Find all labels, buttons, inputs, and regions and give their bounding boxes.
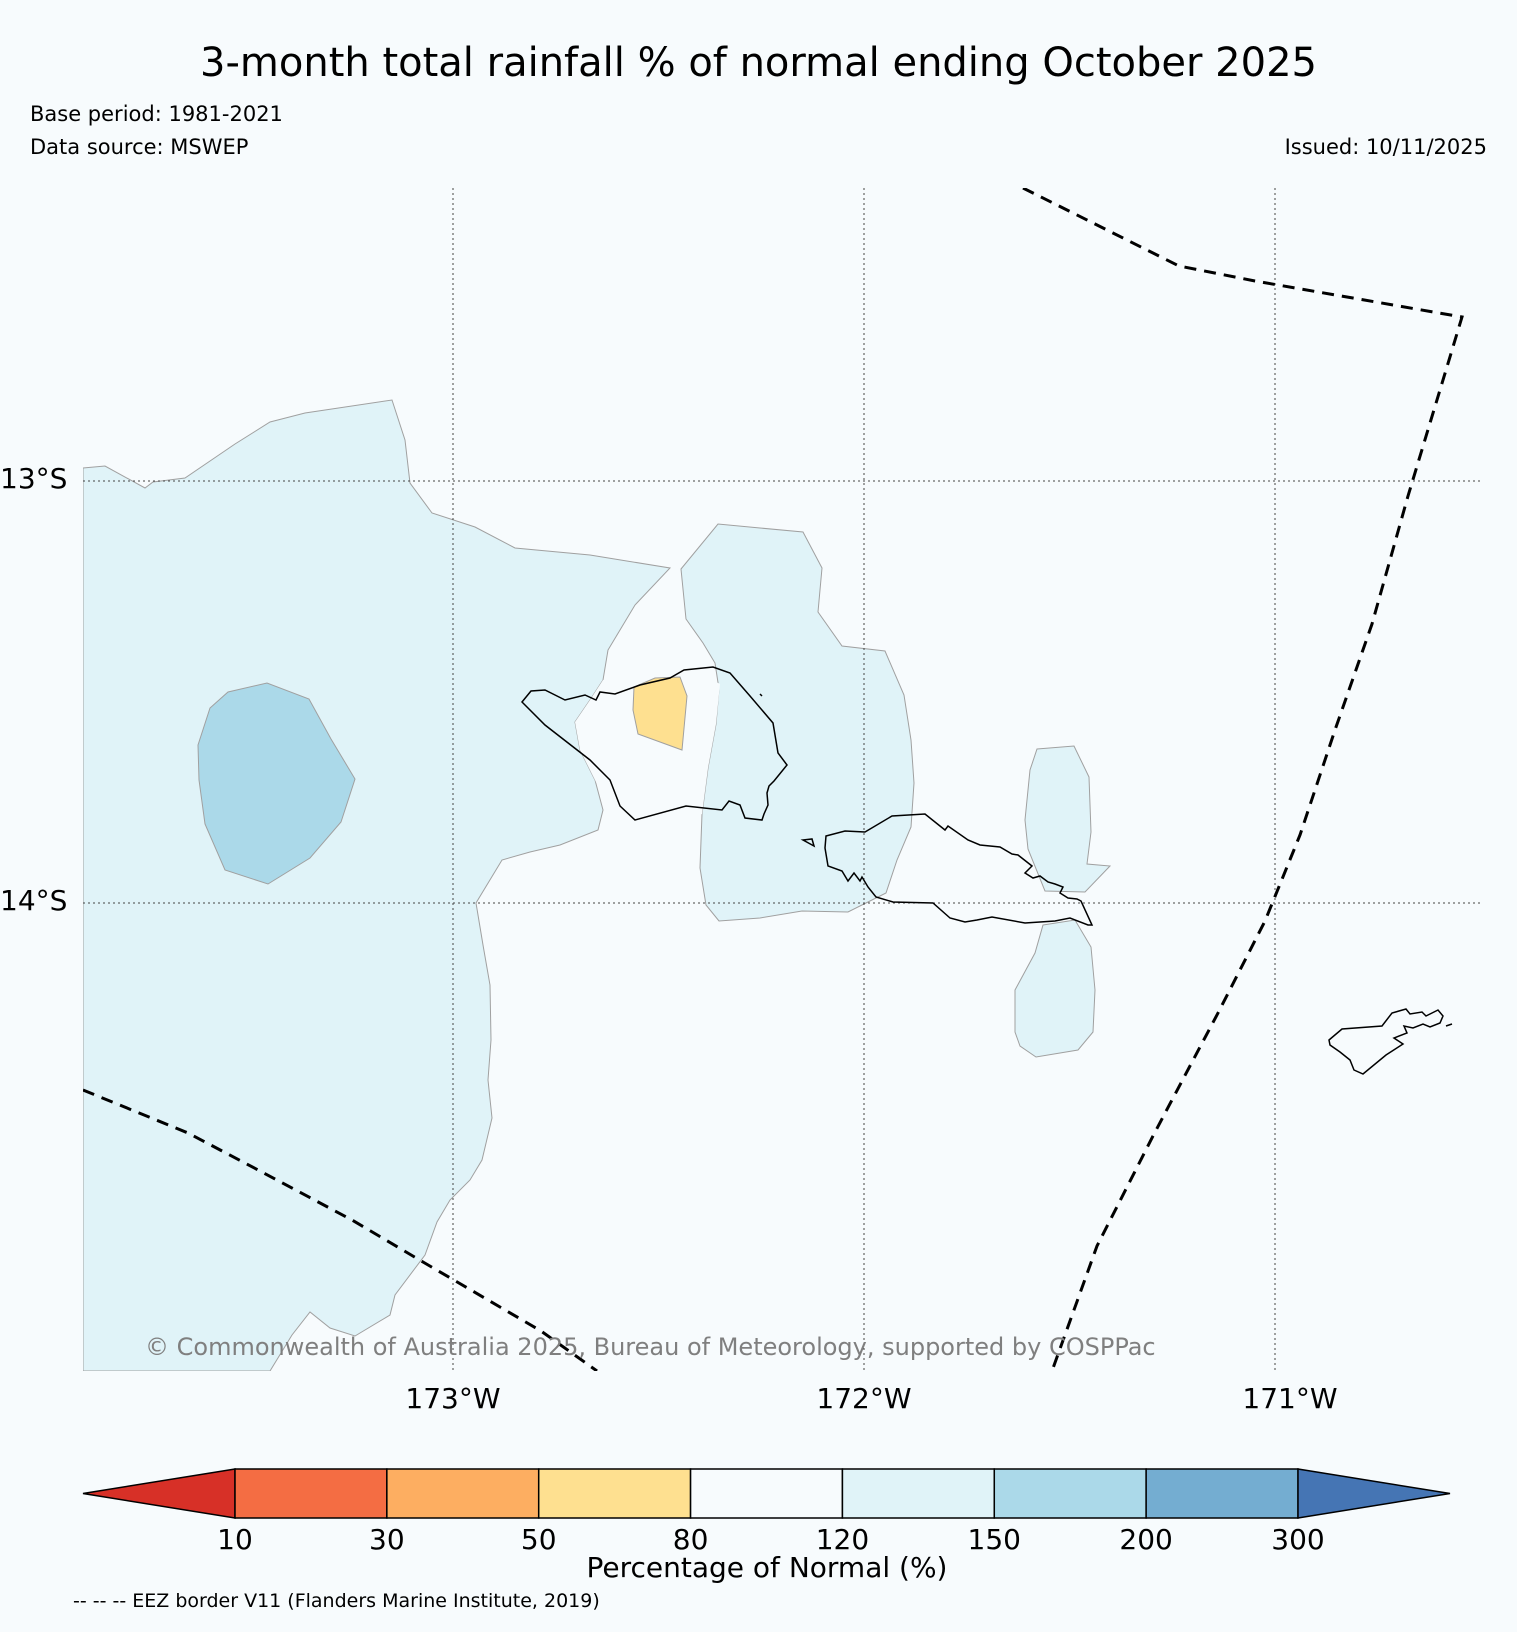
- eez-legend-note: -- -- -- EEZ border V11 (Flanders Marine…: [73, 1590, 600, 1612]
- lon-label-171w: 171°W: [1242, 1382, 1337, 1415]
- coastline-upolu: [824, 813, 1094, 926]
- base-period: Base period: 1981-2021: [30, 102, 283, 126]
- colorbar-tick-label: 120: [816, 1523, 869, 1556]
- issued-date: Issued: 10/11/2025: [1284, 135, 1487, 159]
- rainfall-region-120-150-west: [83, 399, 672, 1371]
- colorbar-tick-label: 200: [1119, 1523, 1172, 1556]
- colorbar-tick-label: 80: [673, 1523, 709, 1556]
- colorbar-label: Percentage of Normal (%): [587, 1551, 948, 1584]
- coastline-savaii: [520, 666, 788, 821]
- colorbar-segment: [537, 1468, 692, 1519]
- rainfall-region-120-150-east-south: [1014, 919, 1096, 1058]
- rainfall-region-150-200: [197, 682, 356, 885]
- coastline-aunuu: [1445, 1023, 1453, 1027]
- eez-border: [83, 188, 1464, 1371]
- data-source: Data source: MSWEP: [30, 135, 249, 159]
- colorbar-tick-label: 10: [217, 1523, 253, 1556]
- lat-label-14s: 14°S: [0, 884, 67, 917]
- lon-label-173w: 173°W: [405, 1382, 500, 1415]
- colorbar-segment: [234, 1468, 388, 1519]
- map-title: 3-month total rainfall % of normal endin…: [200, 40, 1317, 86]
- colorbar-tick-label: 30: [369, 1523, 405, 1556]
- coastline-tutuila: [1328, 1008, 1444, 1075]
- colorbar: [82, 1468, 1451, 1519]
- copyright-notice: © Commonwealth of Australia 2025, Bureau…: [145, 1333, 1156, 1361]
- colorbar-tick-label: 150: [968, 1523, 1021, 1556]
- gridlines: [83, 188, 1481, 1371]
- lat-label-13s: 13°S: [0, 462, 67, 495]
- colorbar-ticks: 10 30 50 80 120 150 200 300: [217, 1523, 1325, 1556]
- colorbar-segment: [841, 1468, 996, 1519]
- rainfall-region-120-150-east-north: [1024, 745, 1112, 893]
- colorbar-segment: [386, 1468, 540, 1519]
- colorbar-arrow-high: [1297, 1468, 1451, 1519]
- eez-border-east: [1022, 188, 1464, 1371]
- colorbar-segment: [689, 1468, 844, 1519]
- coastlines: [520, 666, 1453, 1075]
- colorbar-segment: [993, 1468, 1147, 1519]
- colorbar-tick-label: 50: [521, 1523, 557, 1556]
- rainfall-region-50-80: [632, 676, 688, 751]
- colorbar-arrow-low: [82, 1468, 236, 1519]
- coastline-manono: [800, 838, 816, 848]
- colorbar-segment: [1145, 1468, 1299, 1519]
- colorbar-tick-label: 300: [1271, 1523, 1324, 1556]
- map-area: [83, 188, 1481, 1371]
- coastline-apolima: [759, 693, 763, 697]
- lon-label-172w: 172°W: [816, 1382, 911, 1415]
